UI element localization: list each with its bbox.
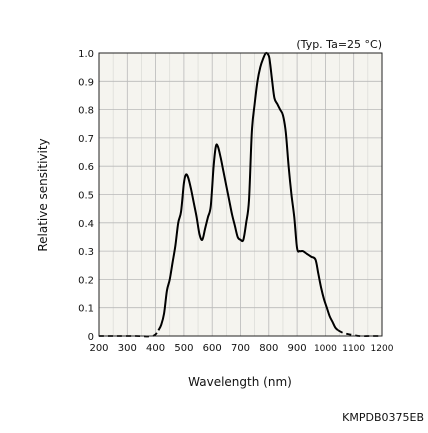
y-tick-label: 0.2 [78, 275, 94, 286]
y-tick-label: 0.3 [78, 247, 94, 258]
y-tick-label: 0.1 [78, 304, 94, 315]
x-tick-label: 400 [146, 343, 165, 354]
y-axis-label: Relative sensitivity [36, 138, 50, 251]
x-tick-label: 1000 [314, 344, 337, 354]
plot-frame [98, 52, 383, 337]
series-line-relative-sensitivity [157, 51, 339, 332]
figure-code: KMPDB0375EB [342, 411, 424, 424]
x-tick-label: 900 [288, 343, 307, 354]
x-tick-label: 1100 [342, 344, 365, 354]
x-tick-label: 200 [89, 343, 108, 354]
condition-annotation: (Typ. Ta=25 °C) [296, 38, 382, 51]
x-tick-label: 800 [259, 343, 278, 354]
y-tick-label: 0.6 [78, 162, 94, 173]
y-tick-label: 0 [88, 332, 94, 343]
y-tick-label: 1.0 [78, 49, 94, 60]
y-tick-label: 0.5 [78, 191, 94, 202]
x-tick-label: 500 [174, 343, 193, 354]
grid [98, 52, 383, 337]
y-tick-label: 0.9 [78, 77, 94, 88]
x-tick-label: 600 [203, 343, 222, 354]
x-tick-label: 300 [118, 343, 137, 354]
y-tick-labels: 0 0.1 0.2 0.3 0.4 0.5 0.6 0.7 0.8 0.9 1.0 [78, 49, 94, 343]
y-tick-label: 0.8 [78, 106, 94, 117]
y-tick-label: 0.4 [78, 219, 94, 230]
x-tick-label: 700 [231, 343, 250, 354]
x-tick-label: 1200 [371, 344, 394, 354]
y-tick-label: 0.7 [78, 134, 94, 145]
x-tick-labels: 200 300 400 500 600 700 800 900 1000 1100 1200 [89, 343, 393, 354]
x-axis-label: Wavelength (nm) [188, 375, 292, 389]
